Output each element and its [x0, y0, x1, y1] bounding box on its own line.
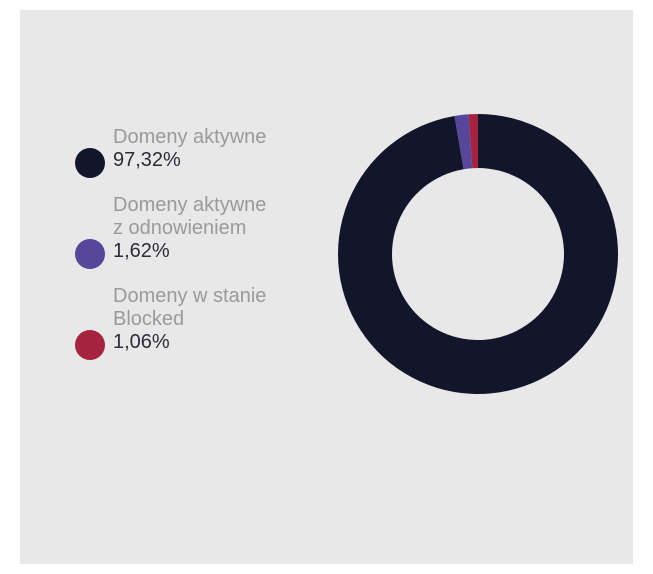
legend-value-active: 97,32% — [113, 149, 181, 171]
donut-chart — [338, 114, 618, 394]
chart-legend: Domeny aktywne 97,32% Domeny aktywne z o… — [75, 126, 315, 376]
donut-slices — [338, 114, 618, 394]
legend-value-blocked: 1,06% — [113, 331, 170, 353]
legend-label-renewal-line-2: z odnowieniem — [113, 217, 247, 239]
legend-value-renewal: 1,62% — [113, 240, 170, 262]
donut-slice-active — [338, 114, 618, 394]
donut-slice-blocked — [468, 114, 478, 169]
legend-item-active: Domeny aktywne 97,32% — [75, 126, 315, 178]
legend-item-blocked: Domeny w stanie Blocked 1,06% — [75, 285, 315, 360]
donut-slice-renewal — [454, 114, 473, 170]
legend-label-blocked-line-2: Blocked — [113, 308, 185, 330]
legend-label-blocked-line-1: Domeny w stanie — [113, 285, 267, 307]
legend-swatch-active — [75, 148, 105, 178]
chart-panel: Domeny aktywne 97,32% Domeny aktywne z o… — [20, 10, 633, 564]
legend-label-renewal-line-1: Domeny aktywne — [113, 194, 267, 216]
legend-swatch-renewal — [75, 239, 105, 269]
legend-item-renewal: Domeny aktywne z odnowieniem 1,62% — [75, 194, 315, 269]
legend-swatch-blocked — [75, 330, 105, 360]
legend-label-active-line-1: Domeny aktywne — [113, 126, 267, 148]
